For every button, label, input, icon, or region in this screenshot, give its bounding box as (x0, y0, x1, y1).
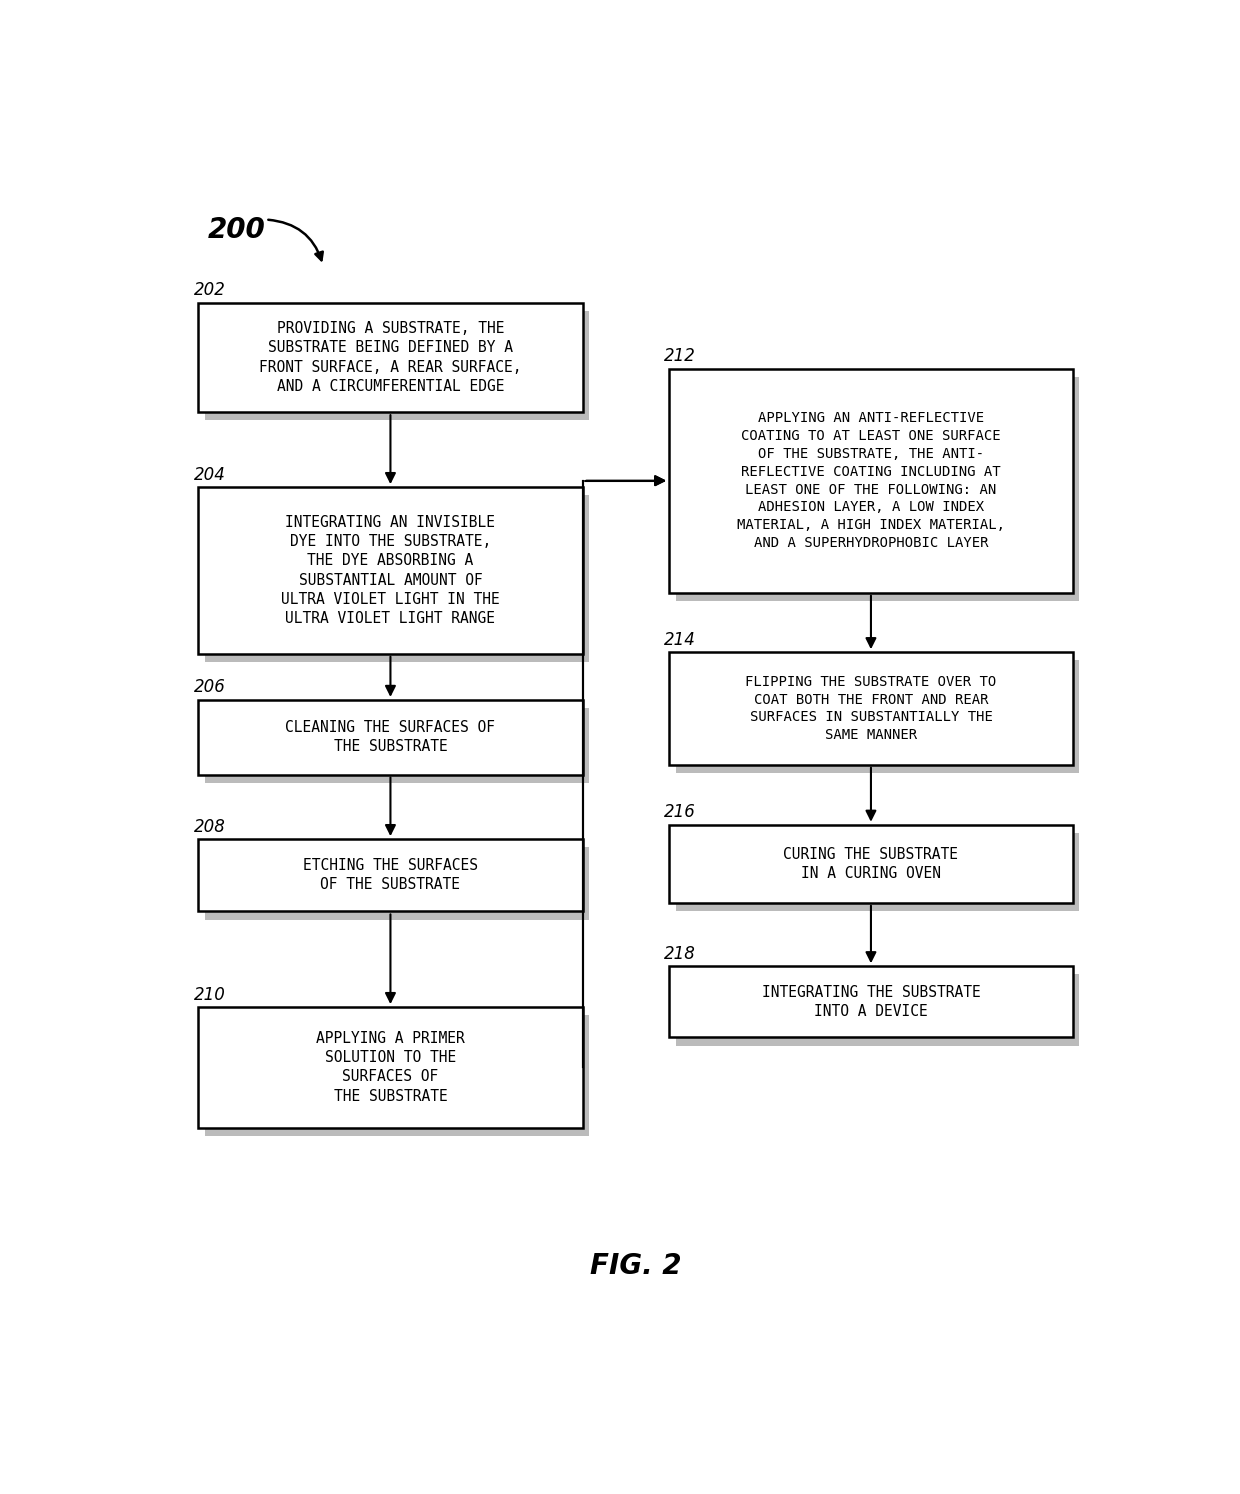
Text: INTEGRATING THE SUBSTRATE
INTO A DEVICE: INTEGRATING THE SUBSTRATE INTO A DEVICE (761, 985, 981, 1019)
Text: FLIPPING THE SUBSTRATE OVER TO
COAT BOTH THE FRONT AND REAR
SURFACES IN SUBSTANT: FLIPPING THE SUBSTRATE OVER TO COAT BOTH… (745, 675, 997, 743)
FancyBboxPatch shape (670, 369, 1073, 593)
FancyBboxPatch shape (198, 303, 583, 412)
Text: PROVIDING A SUBSTRATE, THE
SUBSTRATE BEING DEFINED BY A
FRONT SURFACE, A REAR SU: PROVIDING A SUBSTRATE, THE SUBSTRATE BEI… (259, 321, 522, 394)
Text: 202: 202 (193, 281, 226, 299)
FancyBboxPatch shape (198, 1007, 583, 1128)
FancyBboxPatch shape (205, 1014, 589, 1135)
FancyBboxPatch shape (676, 660, 1080, 772)
FancyBboxPatch shape (205, 311, 589, 420)
Text: FIG. 2: FIG. 2 (590, 1252, 681, 1280)
FancyBboxPatch shape (198, 699, 583, 774)
FancyBboxPatch shape (670, 651, 1073, 765)
Text: INTEGRATING AN INVISIBLE
DYE INTO THE SUBSTRATE,
THE DYE ABSORBING A
SUBSTANTIAL: INTEGRATING AN INVISIBLE DYE INTO THE SU… (281, 515, 500, 626)
FancyBboxPatch shape (676, 832, 1080, 911)
Text: 200: 200 (208, 217, 265, 244)
Text: CLEANING THE SURFACES OF
THE SUBSTRATE: CLEANING THE SURFACES OF THE SUBSTRATE (285, 720, 496, 754)
FancyBboxPatch shape (205, 708, 589, 783)
FancyBboxPatch shape (205, 847, 589, 919)
Text: 206: 206 (193, 678, 226, 696)
FancyBboxPatch shape (676, 974, 1080, 1046)
FancyBboxPatch shape (670, 825, 1073, 902)
Text: 208: 208 (193, 817, 226, 835)
FancyBboxPatch shape (205, 495, 589, 662)
Text: 218: 218 (665, 944, 696, 962)
Text: APPLYING AN ANTI-REFLECTIVE
COATING TO AT LEAST ONE SURFACE
OF THE SUBSTRATE, TH: APPLYING AN ANTI-REFLECTIVE COATING TO A… (737, 411, 1004, 550)
FancyBboxPatch shape (198, 487, 583, 654)
Text: 216: 216 (665, 804, 696, 822)
FancyBboxPatch shape (670, 967, 1073, 1037)
Text: CURING THE SUBSTRATE
IN A CURING OVEN: CURING THE SUBSTRATE IN A CURING OVEN (784, 847, 959, 881)
Text: APPLYING A PRIMER
SOLUTION TO THE
SURFACES OF
THE SUBSTRATE: APPLYING A PRIMER SOLUTION TO THE SURFAC… (316, 1031, 465, 1104)
Text: ETCHING THE SURFACES
OF THE SUBSTRATE: ETCHING THE SURFACES OF THE SUBSTRATE (303, 858, 477, 892)
Text: 204: 204 (193, 466, 226, 484)
FancyArrowPatch shape (268, 220, 322, 260)
Text: 212: 212 (665, 347, 696, 365)
Text: 214: 214 (665, 630, 696, 648)
FancyBboxPatch shape (198, 840, 583, 911)
Text: 210: 210 (193, 986, 226, 1004)
FancyBboxPatch shape (676, 376, 1080, 601)
